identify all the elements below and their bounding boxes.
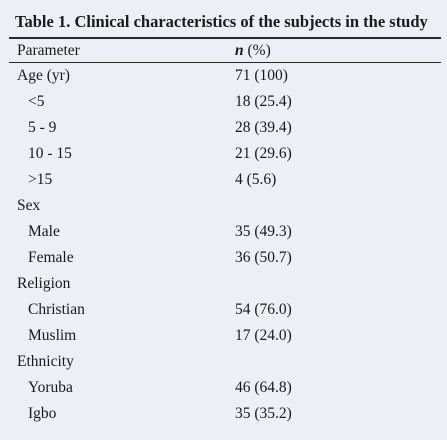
top-rule — [9, 37, 441, 39]
table-row: >15 4 (5.6) — [0, 171, 447, 197]
row-value: 54 (76.0) — [235, 301, 292, 318]
table-row: Igbo 35 (35.2) — [0, 405, 447, 431]
row-label: 10 - 15 — [28, 145, 72, 162]
row-label: Female — [28, 249, 74, 266]
row-label: 5 - 9 — [28, 119, 57, 136]
row-value: 17 (24.0) — [235, 327, 292, 344]
table-row: Religion — [0, 275, 447, 301]
row-group-label: Ethnicity — [17, 353, 74, 370]
table-row: Christian 54 (76.0) — [0, 301, 447, 327]
table-caption: Table 1. Clinical characteristics of the… — [15, 12, 428, 31]
row-group-label: Sex — [17, 197, 41, 214]
row-label: >15 — [28, 171, 53, 188]
row-value: 28 (39.4) — [235, 119, 292, 136]
row-label: <5 — [28, 93, 45, 110]
row-label: Yoruba — [28, 379, 73, 396]
header-n-percent: n (%) — [235, 42, 271, 60]
row-value: 46 (64.8) — [235, 379, 292, 396]
header-parameter: Parameter — [17, 42, 80, 59]
row-group-label: Religion — [17, 275, 71, 292]
row-label: Igbo — [28, 405, 57, 422]
row-label: Muslim — [28, 327, 77, 344]
row-value: 18 (25.4) — [235, 93, 292, 110]
row-value: 71 (100) — [235, 67, 288, 84]
row-value: 4 (5.6) — [235, 171, 277, 188]
header-n-suffix: (%) — [243, 42, 271, 59]
row-value: 21 (29.6) — [235, 145, 292, 162]
table-row: <5 18 (25.4) — [0, 93, 447, 119]
table-row: Sex — [0, 197, 447, 223]
row-value: 35 (35.2) — [235, 405, 292, 422]
table-row: Female 36 (50.7) — [0, 249, 447, 275]
table-row: Ethnicity — [0, 353, 447, 379]
table-row: 5 - 9 28 (39.4) — [0, 119, 447, 145]
table-row: Age (yr) 71 (100) — [0, 67, 447, 93]
table-row: 10 - 15 21 (29.6) — [0, 145, 447, 171]
row-label: Male — [28, 223, 60, 240]
table-row: Yoruba 46 (64.8) — [0, 379, 447, 405]
header-n-symbol: n — [235, 42, 244, 59]
row-value: 36 (50.7) — [235, 249, 292, 266]
table-row: Male 35 (49.3) — [0, 223, 447, 249]
header-rule — [9, 62, 441, 63]
table-row: Muslim 17 (24.0) — [0, 327, 447, 353]
row-group-label: Age (yr) — [17, 67, 70, 84]
row-value: 35 (49.3) — [235, 223, 292, 240]
row-label: Christian — [28, 301, 85, 318]
